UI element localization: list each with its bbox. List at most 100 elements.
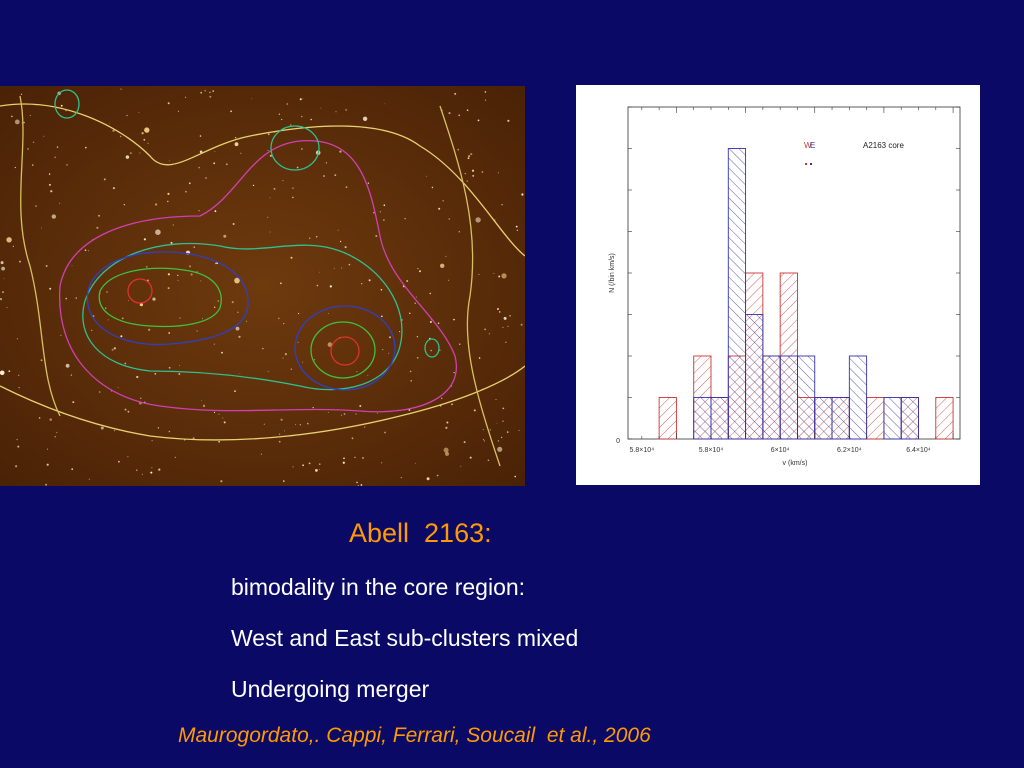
star [419, 270, 421, 273]
star [147, 142, 149, 144]
star [318, 463, 321, 466]
star [382, 349, 384, 351]
star [170, 241, 173, 244]
star [383, 204, 386, 206]
star [429, 292, 432, 295]
bar-e-3 [745, 314, 764, 440]
star [1, 266, 6, 271]
contour-magenta [59, 140, 457, 413]
star [315, 469, 318, 472]
star [487, 459, 490, 462]
star [213, 411, 216, 413]
star [158, 468, 161, 471]
star [14, 119, 20, 125]
star [91, 329, 93, 332]
star [473, 409, 476, 412]
star [400, 476, 403, 479]
star [354, 456, 356, 458]
star [139, 152, 141, 154]
star [425, 175, 427, 177]
star [329, 285, 332, 288]
star [18, 374, 20, 376]
star [155, 229, 161, 235]
star [464, 172, 466, 175]
star [157, 427, 159, 429]
star [283, 480, 285, 482]
star [213, 343, 215, 345]
star [109, 122, 111, 124]
bar-w-10 [866, 397, 885, 440]
x-tick-label-1: 5.8×10⁴ [699, 447, 724, 454]
star [196, 330, 198, 332]
star [362, 116, 368, 121]
star [27, 148, 29, 150]
star [252, 184, 255, 187]
star [136, 469, 138, 471]
star [72, 401, 75, 404]
star [114, 430, 116, 432]
star [318, 271, 320, 273]
star [355, 413, 357, 415]
y-tick-label-0: 0 [616, 438, 620, 445]
star [29, 114, 31, 116]
star [199, 135, 202, 137]
star [127, 300, 129, 301]
star [267, 370, 269, 372]
star [213, 162, 216, 165]
sky-background [0, 86, 525, 486]
bar-e-4 [762, 355, 781, 440]
star [501, 204, 503, 206]
star [198, 210, 200, 212]
star [379, 211, 381, 213]
star [498, 311, 501, 313]
star [23, 121, 25, 124]
star [416, 336, 419, 338]
star [416, 356, 419, 359]
star [0, 298, 3, 301]
star [466, 180, 468, 182]
star [345, 186, 348, 188]
star [239, 373, 241, 375]
star [478, 357, 481, 359]
star [121, 317, 124, 320]
star [500, 436, 503, 439]
star [49, 418, 52, 421]
star [502, 407, 505, 410]
star [280, 282, 282, 285]
bar-e-6 [797, 355, 816, 440]
star [105, 307, 107, 309]
star [496, 422, 498, 424]
star [172, 224, 174, 226]
star [168, 160, 170, 162]
star [98, 391, 101, 393]
bar-e-7 [814, 397, 833, 440]
star [516, 229, 519, 231]
star [441, 397, 443, 399]
contour-green-east [310, 321, 376, 379]
star [199, 150, 203, 154]
star [16, 439, 18, 441]
star [509, 315, 511, 317]
star [502, 326, 504, 329]
contour-yellow-outer [0, 103, 525, 257]
star [100, 426, 104, 430]
star [177, 274, 179, 276]
star [505, 341, 507, 343]
star [341, 267, 343, 269]
star [167, 102, 170, 105]
star [507, 119, 510, 122]
star [445, 426, 448, 429]
star [380, 288, 383, 291]
bar-e-1 [710, 397, 729, 440]
bar-w-0 [658, 397, 677, 440]
bar-e-8 [831, 397, 850, 440]
star [87, 250, 89, 252]
contour-yellow-bottom [0, 365, 525, 441]
star [360, 484, 363, 486]
star [189, 265, 191, 268]
star [118, 460, 120, 463]
star [71, 265, 73, 266]
star [283, 323, 285, 325]
star [471, 169, 475, 172]
star [482, 439, 485, 441]
